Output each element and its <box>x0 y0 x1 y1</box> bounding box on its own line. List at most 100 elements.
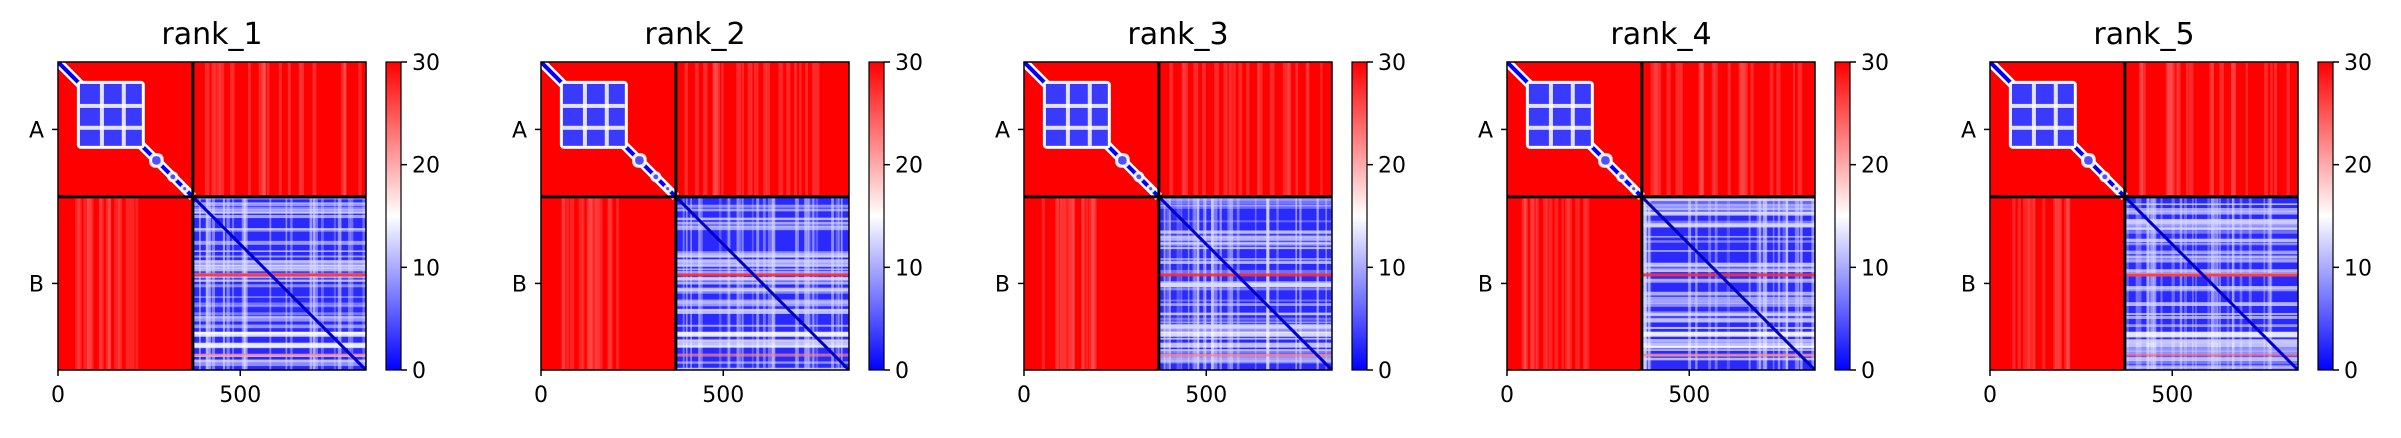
heatmap-band <box>1641 265 1815 268</box>
heatmap-streak <box>1091 196 1096 370</box>
heatmap-band <box>2150 196 2154 370</box>
heatmap-band <box>1158 326 1332 329</box>
heatmap-band <box>1688 196 1692 370</box>
y-tick-label: A <box>29 118 44 143</box>
domain-gridline <box>562 103 625 108</box>
heatmap-band <box>2207 196 2210 370</box>
heatmap-band <box>737 196 741 370</box>
heatmap-streak <box>343 62 347 197</box>
heatmap-streak <box>1741 62 1746 197</box>
heatmap-band <box>192 265 366 269</box>
heatmap-band <box>1266 196 1269 370</box>
colorbar-gradient <box>1351 61 1368 371</box>
heatmap-band <box>2239 196 2243 370</box>
heatmap-streak <box>816 62 820 197</box>
panel-title: rank_1 <box>161 17 262 52</box>
heatmap-streak <box>1091 196 1094 370</box>
heatmap-streak <box>1582 196 1587 370</box>
colorbar-tick-label: 10 <box>412 256 440 281</box>
heatmap-band <box>192 279 366 282</box>
heatmap-band <box>2148 196 2151 370</box>
heatmap-band <box>1762 196 1766 370</box>
heatmap-band <box>192 202 366 207</box>
heatmap-band <box>751 196 754 370</box>
domain-gridline <box>1045 103 1108 108</box>
colorbar-tick-label: 10 <box>1861 256 1889 281</box>
heatmap-band <box>1227 196 1231 370</box>
heatmap-band <box>1641 317 1815 320</box>
heatmap-band <box>1158 235 1332 239</box>
colorbar-tick-label: 30 <box>1861 51 1889 76</box>
heatmap-streak <box>1295 62 1299 197</box>
domain-gridline <box>79 103 142 108</box>
heatmap-streak <box>2064 196 2069 370</box>
heatmap-band <box>2192 196 2194 370</box>
heatmap-streak <box>1575 196 1580 370</box>
heatmap-band <box>1643 196 1647 370</box>
heatmap-band <box>675 299 849 303</box>
colorbar-gradient <box>868 61 885 371</box>
heatmap-band <box>1800 196 1803 370</box>
heatmap-band <box>1295 196 1298 370</box>
heatmap-band <box>2216 196 2219 370</box>
domain-gridline <box>1045 125 1108 130</box>
diagonal-blob <box>2115 187 2119 191</box>
heatmap-streak <box>1059 196 1063 370</box>
heatmap-streak <box>2029 196 2032 370</box>
heatmap-band <box>675 290 849 294</box>
heatmap-streak <box>1065 196 1070 370</box>
heatmap-streak <box>105 196 111 370</box>
diagonal-blob <box>152 156 161 165</box>
heatmap-streak <box>587 196 592 370</box>
heatmap-streak <box>578 196 584 370</box>
heatmap-streak <box>721 62 724 197</box>
colorbar: 0 10 20 30 <box>1834 51 1889 384</box>
heatmap-band <box>192 228 366 231</box>
heatmap-streak <box>1320 62 1323 197</box>
heatmap-streak <box>2012 196 2016 370</box>
heatmap-band <box>2135 196 2139 370</box>
heatmap-band <box>192 284 366 288</box>
axes-frame <box>1023 61 1333 371</box>
heatmap-band <box>1641 349 1815 351</box>
diagonal-blob <box>183 187 187 191</box>
heatmap-streak <box>695 62 699 197</box>
heatmap-streak <box>2170 62 2176 197</box>
x-tick-label: 0 <box>534 383 548 408</box>
y-tick-label: B <box>1961 272 1976 297</box>
heatmap-band <box>1158 197 1332 201</box>
panel-title: rank_3 <box>1127 17 1228 52</box>
heatmap-band <box>192 305 366 308</box>
heatmap-streak <box>2189 62 2194 197</box>
panel-1: rank_1 A B 0 500 0 10 20 30 <box>29 17 440 408</box>
heatmap-streak <box>1246 62 1250 197</box>
heatmap-streak <box>1523 196 1526 370</box>
colorbar-tick-label: 20 <box>1378 154 1406 179</box>
heatmap-band <box>192 318 366 322</box>
colorbar-tick-label: 30 <box>1378 51 1406 76</box>
heatmap-band <box>815 196 819 370</box>
heatmap-band <box>1158 317 1332 321</box>
heatmap-band <box>675 204 849 208</box>
heatmap-streak <box>1223 62 1228 197</box>
heatmap-streak <box>1743 62 1748 197</box>
diagonal-blob <box>1619 174 1625 180</box>
heatmap-band <box>338 196 341 370</box>
colorbar: 0 10 20 30 <box>1351 51 1406 384</box>
heatmap-band <box>1641 291 1815 296</box>
colorbar-gradient <box>1834 61 1851 371</box>
x-tick-label: 500 <box>1668 383 1710 408</box>
heatmap-band <box>675 251 849 255</box>
heatmap-band <box>2248 196 2252 370</box>
heatmap-band <box>756 196 760 370</box>
heatmap-streak <box>2042 196 2046 370</box>
heatmap-band <box>1714 196 1718 370</box>
heatmap-band <box>1158 312 1332 316</box>
domain-gridline <box>1087 83 1092 146</box>
heatmap-streak <box>262 62 266 197</box>
heatmap-band <box>794 196 797 370</box>
heatmap-streak <box>741 62 744 197</box>
heatmap-band <box>192 207 366 210</box>
heatmap-band <box>1641 250 1815 252</box>
heatmap-band <box>771 196 774 370</box>
